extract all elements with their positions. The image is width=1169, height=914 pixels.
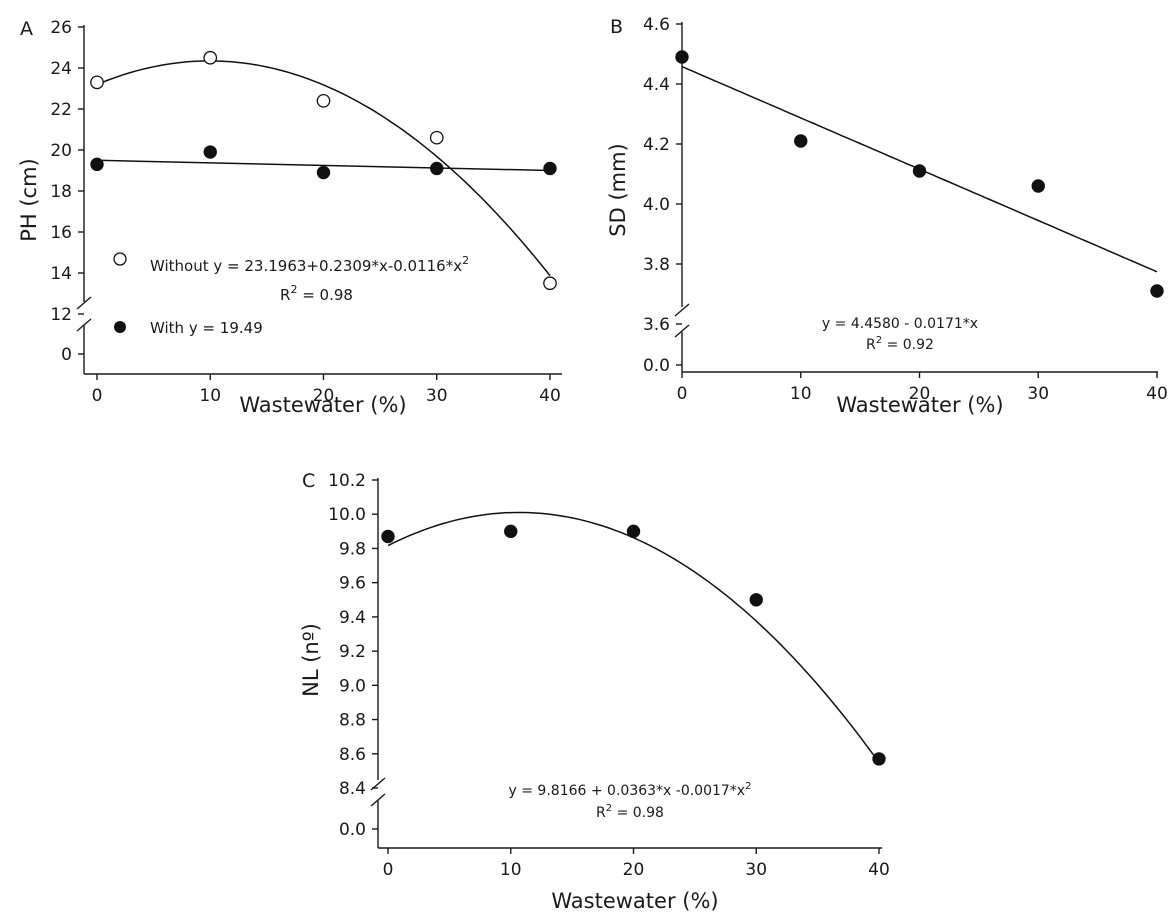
panel-c-xtick-label: 20: [623, 860, 645, 880]
legend-with-marker: [114, 321, 126, 333]
panel-b-ytick-label: 4.4: [643, 75, 670, 95]
panel-b-xtick-label: 40: [1146, 384, 1168, 404]
panel-c-xtick-label: 10: [500, 860, 522, 880]
panel-b-xtick-label: 30: [1027, 384, 1049, 404]
panel-a-legend: Without y = 23.1963+0.2309*x-0.0116*x2 R…: [113, 252, 469, 337]
panel-c-point: [872, 752, 886, 766]
panel-b-xtick-label: 0: [677, 384, 688, 404]
panel-b-ytick-label: 4.6: [643, 15, 670, 35]
panel-a-xtick-label: 20: [313, 386, 335, 406]
panel-c-ytick-label: 8.6: [339, 745, 366, 765]
panel-c-ylabel: NL (nº): [299, 623, 323, 697]
panel-c-ytick-label: 9.4: [339, 608, 366, 628]
panel-a-xtick-label: 40: [539, 386, 561, 406]
panel-b-axis-break-mark: [674, 303, 690, 317]
panel-b-point: [1150, 284, 1164, 298]
panel-c-ytick-label: 9.6: [339, 574, 366, 594]
panel-c-ytick-label: 10.2: [328, 471, 366, 491]
legend-without-marker: [113, 252, 127, 266]
panel-a-axis-break-mark: [76, 296, 92, 310]
panel-a-point-with: [543, 161, 557, 176]
panel-c-axis-break-mark: [370, 793, 386, 807]
panel-a-ytick-label: 18: [50, 182, 72, 202]
panel-c-xtick-label: 0: [383, 860, 394, 880]
panel-c: C NL (nº) Wastewater (%) 0.0 0 10 20 30 40 8.…: [299, 470, 890, 913]
panel-a-xtick-label: 0: [92, 386, 103, 406]
panel-a-point-without: [543, 276, 557, 291]
panel-a-point-with: [203, 145, 217, 159]
panel-b-ytick-label: 4.2: [643, 135, 670, 155]
panel-a-ytick-label: 24: [50, 59, 72, 79]
panel-a-point-with: [430, 161, 444, 176]
panel-c-ytick-label: 9.0: [339, 676, 366, 696]
panel-c-point: [626, 524, 641, 539]
panel-c-xtick-label: 40: [868, 860, 890, 880]
panel-a-point-without: [316, 93, 331, 108]
legend-with-text: With y = 19.49: [150, 319, 263, 337]
panel-c-point: [749, 593, 763, 607]
panel-c-point: [381, 529, 395, 544]
panel-a-ytick-label: 14: [50, 264, 72, 284]
panel-a-ytick-label: 12: [50, 305, 72, 325]
panel-a-axes: 0 0 10 20 30 40 12 14 16 18 20 22 24 26: [50, 18, 562, 406]
panel-c-ytick-label: 10.0: [328, 505, 366, 525]
panel-b: B SD (mm) Wastewater (%) 0.0 0 10 20 30 40 3.…: [606, 15, 1168, 417]
panel-b-ytick-label: 3.8: [643, 255, 670, 275]
panel-c-fit-line-series: [387, 511, 880, 764]
panel-a: A PH (cm) Wastewater (%) 0 0 10 20 30 40 12 14…: [17, 18, 562, 417]
panel-a-xlabel: Wastewater (%): [239, 393, 406, 417]
panel-b-xtick-label: 10: [790, 384, 812, 404]
panel-a-xtick-label: 30: [426, 386, 448, 406]
panel-a-fit-line-with: [96, 159, 551, 172]
panel-c-axes: 0.0 0 10 20 30 40 8.4 8.6 8.8 9.0 9.2 9.4 9.6 9.8 10.…: [328, 471, 890, 880]
panel-a-label: A: [20, 18, 33, 40]
panel-a-point-with: [316, 165, 331, 180]
panel-a-ylabel: PH (cm): [17, 158, 41, 242]
panel-a-xtick-label: 10: [199, 386, 221, 406]
panel-b-ytick-label: 4.0: [643, 195, 670, 215]
panel-a-point-with: [90, 157, 104, 172]
panel-c-equation: y = 9.8166 + 0.0363*x -0.0017*x2: [509, 781, 752, 799]
panel-a-ytick-label: 22: [50, 100, 72, 120]
panel-a-ytick-label: 26: [50, 18, 72, 38]
panel-c-ytick-label: 9.8: [339, 539, 366, 559]
panel-b-point: [912, 164, 927, 178]
panel-b-equation: y = 4.4580 - 0.0171*x: [822, 316, 978, 332]
panel-c-ytick-label: 9.2: [339, 642, 366, 662]
panel-c-baseline-label: 0.0: [339, 820, 366, 840]
panel-c-r2: R2 = 0.98: [596, 803, 664, 821]
panel-b-xtick-label: 20: [909, 384, 931, 404]
panel-c-xlabel: Wastewater (%): [551, 889, 718, 913]
panel-b-point: [1031, 179, 1045, 193]
panel-b-baseline-label: 0.0: [643, 356, 670, 376]
panel-c-label: C: [302, 470, 315, 492]
panel-c-point: [504, 524, 518, 539]
panel-a-baseline-label: 0: [61, 345, 72, 365]
panel-b-axes: 0.0 0 10 20 30 40 3.6 3.8 4.0 4.2 4.4 4.6: [643, 15, 1168, 404]
panel-a-point-without: [203, 50, 218, 65]
panel-c-xtick-label: 30: [745, 860, 767, 880]
panel-c-ytick-label: 8.4: [339, 779, 366, 799]
panel-b-xlabel: Wastewater (%): [836, 393, 1003, 417]
panel-b-point: [675, 50, 689, 64]
panel-c-ytick-label: 8.8: [339, 711, 366, 731]
panel-b-point: [794, 134, 808, 148]
panel-b-ytick-label: 3.6: [643, 315, 670, 335]
panel-a-point-without: [429, 130, 444, 145]
panel-a-ytick-label: 16: [50, 223, 72, 243]
panel-a-axis-break-mark: [76, 318, 92, 332]
legend-without-text: Without y = 23.1963+0.2309*x-0.0116*x2: [150, 254, 469, 275]
panel-a-point-without: [90, 75, 104, 90]
legend-without-r2: R2 = 0.98: [280, 283, 353, 304]
panel-b-r2: R2 = 0.92: [866, 335, 934, 353]
panel-b-axis-break-mark: [674, 324, 690, 338]
panel-a-fit-line-without: [96, 60, 551, 277]
panel-b-ylabel: SD (mm): [606, 143, 630, 236]
panel-b-label: B: [610, 16, 623, 38]
panel-a-ytick-label: 20: [50, 141, 72, 161]
